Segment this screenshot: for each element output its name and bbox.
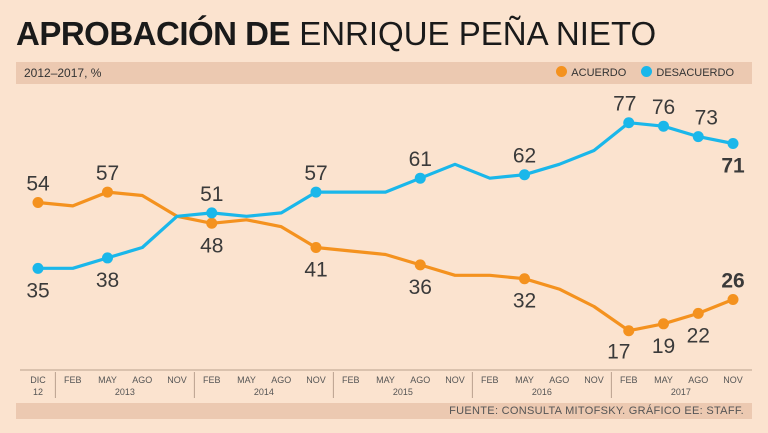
x-tick-label: NOV [723,375,743,385]
data-point-desacuerdo [414,172,426,184]
x-tick-label: FEB [620,375,638,385]
series-line-desacuerdo [36,121,735,270]
data-label-desacuerdo: 62 [513,145,536,168]
legend-dot-desacuerdo [641,66,653,77]
data-label-acuerdo: 57 [96,162,119,185]
legend-label-desacuerdo: DESACUERDO [656,67,734,79]
data-label-desacuerdo: 51 [200,183,223,206]
data-label-acuerdo: 17 [607,341,630,364]
x-tick-label: AGO [549,375,569,385]
data-label-desacuerdo: 71 [721,155,745,178]
x-tick-label: AGO [410,375,430,385]
x-tick-label: NOV [306,375,326,385]
legend-item-acuerdo: ACUERDO [556,66,626,79]
x-tick-label: MAY [376,375,395,385]
data-label-desacuerdo: 76 [652,96,675,119]
x-tick-label: NOV [584,375,604,385]
data-label-desacuerdo: 35 [26,279,49,302]
x-tick-label: AGO [688,375,708,385]
legend: ACUERDO DESACUERDO [544,66,734,79]
x-tick-label: AGO [132,375,152,385]
year-label: 2017 [671,387,691,397]
legend-item-desacuerdo: DESACUERDO [641,66,734,79]
subtitle-bar: 2012–2017, % ACUERDO DESACUERDO [16,62,752,84]
data-point-acuerdo [102,186,113,198]
data-point-desacuerdo [206,207,218,219]
data-point-acuerdo [727,294,739,306]
data-label-desacuerdo: 38 [96,269,119,292]
x-tick-label: MAY [98,375,117,385]
data-point-acuerdo [623,325,635,337]
x-tick-label: FEB [342,375,360,385]
data-point-desacuerdo [658,120,669,132]
year-label: 2013 [115,387,135,397]
x-tick-label: NOV [167,375,187,385]
year-label: 2016 [532,387,552,397]
data-label-acuerdo: 54 [26,172,50,195]
year-label: 2014 [254,387,274,397]
data-point-desacuerdo [727,138,739,150]
footer-bar: FUENTE: CONSULTA MITOFSKY. GRÁFICO EE: S… [16,403,752,419]
data-point-acuerdo [519,273,530,285]
x-tick-label: AGO [271,375,291,385]
data-point-desacuerdo [310,186,322,198]
data-point-desacuerdo [623,117,635,129]
x-tick-label: MAY [515,375,534,385]
data-label-acuerdo: 48 [200,234,223,257]
data-point-desacuerdo [102,252,113,264]
x-tick-label: FEB [64,375,82,385]
data-point-desacuerdo [692,131,704,143]
data-label-acuerdo: 36 [409,276,432,299]
chart-title: APROBACIÓN DE ENRIQUE PEÑA NIETO [16,14,656,54]
data-point-desacuerdo [32,262,44,274]
year-label: 2015 [393,387,413,397]
x-tick-label: FEB [481,375,499,385]
data-label-desacuerdo: 77 [613,93,636,116]
data-label-desacuerdo: 61 [409,148,432,171]
data-label-acuerdo: 22 [687,324,710,347]
data-label-acuerdo: 26 [721,270,744,293]
data-point-acuerdo [32,196,44,208]
data-point-acuerdo [310,242,322,254]
legend-label-acuerdo: ACUERDO [571,67,627,79]
source-credit: FUENTE: CONSULTA MITOFSKY. GRÁFICO EE: S… [449,405,744,417]
x-tick-label: DIC [30,375,46,385]
data-point-desacuerdo [519,169,530,181]
series-line-acuerdo [36,190,735,333]
title-light: ENRIQUE PEÑA NIETO [299,15,657,52]
data-label-desacuerdo: 57 [304,162,327,185]
data-label-acuerdo: 32 [513,290,536,313]
data-label-desacuerdo: 73 [695,107,718,130]
title-bold: APROBACIÓN DE [16,15,291,52]
x-tick-label: FEB [203,375,221,385]
data-point-acuerdo [206,217,218,229]
x-tick-sublabel: 12 [33,387,43,397]
data-point-acuerdo [692,307,704,319]
x-tick-label: MAY [654,375,673,385]
data-point-acuerdo [414,259,426,271]
data-point-acuerdo [658,318,669,330]
data-label-acuerdo: 41 [304,259,327,282]
data-label-acuerdo: 19 [652,335,675,358]
x-tick-label: NOV [445,375,465,385]
legend-dot-acuerdo [556,66,568,77]
x-tick-label: MAY [237,375,256,385]
chart-subtitle: 2012–2017, % [24,66,102,80]
